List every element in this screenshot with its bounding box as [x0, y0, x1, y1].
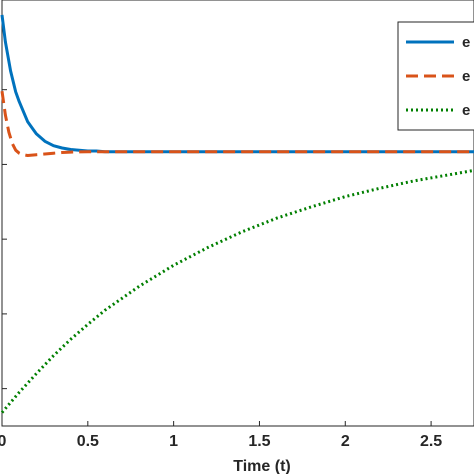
x-tick-label: 1	[169, 433, 178, 450]
series-line-3	[0, 168, 474, 414]
plot-frame	[1, 0, 474, 427]
x-tick-label: 1.5	[248, 433, 270, 450]
x-tick-label: 0.5	[77, 433, 99, 450]
x-tick-label: 2	[341, 433, 350, 450]
legend-label-2: e	[462, 68, 470, 85]
series-lines	[0, 14, 474, 414]
x-axis-label: Time (t)	[233, 458, 290, 474]
legend-label-1: e	[462, 34, 470, 51]
x-tick-label: 2.5	[420, 433, 442, 450]
series-line-2	[0, 90, 474, 157]
axes	[1, 0, 474, 427]
x-tick-labels: 0 0.5 1 1.5 2 2.5	[0, 433, 442, 450]
legend: eee	[397, 21, 474, 131]
legend-label-3: e	[462, 102, 470, 119]
x-tick-label: 0	[0, 433, 7, 450]
